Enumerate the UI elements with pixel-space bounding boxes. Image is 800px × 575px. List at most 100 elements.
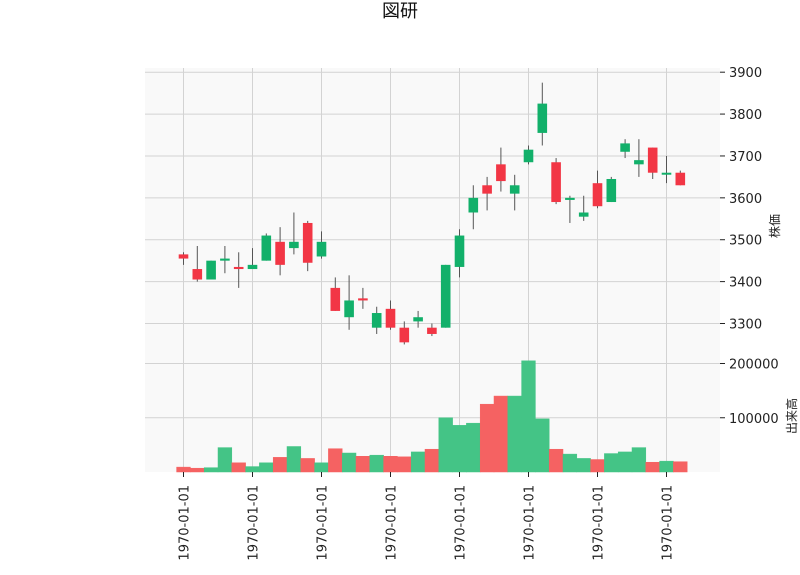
volume-bar xyxy=(438,417,453,473)
volume-bar xyxy=(190,467,205,473)
volume-bar xyxy=(590,459,605,473)
volume-bar xyxy=(217,447,233,473)
volume-bar xyxy=(576,458,591,473)
candle-body xyxy=(178,254,189,259)
volume-bar xyxy=(535,418,550,473)
volume-bar xyxy=(659,460,674,473)
candle-body xyxy=(661,172,672,175)
x-tick-label: 1970-01-01 xyxy=(247,485,262,561)
candle xyxy=(468,185,479,230)
volume-bar xyxy=(452,425,467,473)
price-grid xyxy=(145,68,720,357)
candle xyxy=(220,246,230,274)
volume-bar xyxy=(493,395,509,473)
volume-bar xyxy=(479,403,495,473)
candle xyxy=(261,233,272,261)
candle-body xyxy=(275,241,285,265)
candle-body xyxy=(261,235,272,261)
candle xyxy=(316,231,327,259)
candle xyxy=(496,147,506,192)
candle xyxy=(578,195,589,221)
candle-body xyxy=(496,164,506,182)
candle-body xyxy=(647,147,658,173)
candle-body xyxy=(440,264,451,328)
candle xyxy=(565,195,575,223)
candle xyxy=(661,155,672,184)
candle-body xyxy=(523,149,534,163)
candle-body xyxy=(220,258,230,261)
price-panel: 3300 3400 3500 3600 3700 3800 3900 株価 xyxy=(145,66,782,357)
candle-body xyxy=(592,183,603,207)
candle xyxy=(537,82,548,146)
candle xyxy=(606,176,617,203)
volume-bar xyxy=(507,395,522,473)
candle-body xyxy=(344,300,354,318)
price-axis-ticks: 3300 3400 3500 3600 3700 3800 3900 xyxy=(720,66,762,332)
candle xyxy=(192,246,203,282)
candle-body xyxy=(316,241,327,257)
candle xyxy=(440,264,451,328)
candle-body xyxy=(427,327,437,334)
candle-body xyxy=(551,162,561,203)
volume-bar xyxy=(272,457,288,473)
candle-body xyxy=(482,185,492,194)
candle xyxy=(509,174,520,211)
volume-tick-label: 100000 xyxy=(729,412,779,427)
volume-bars xyxy=(176,360,688,473)
candle-body xyxy=(413,317,423,322)
x-tick-label: 1970-01-01 xyxy=(454,485,469,561)
candle-body xyxy=(289,241,299,249)
candle xyxy=(233,252,244,288)
price-tick-label: 3900 xyxy=(729,66,762,81)
candle-body xyxy=(192,269,203,280)
candle-body xyxy=(454,235,465,267)
volume-panel: 100000 200000 出来高 xyxy=(145,357,799,473)
volume-bar xyxy=(355,456,371,473)
candles xyxy=(178,82,686,345)
candle-body xyxy=(371,313,382,328)
candle xyxy=(592,170,603,209)
volume-bar xyxy=(369,454,384,473)
x-axis-ticks: 1970-01-01 1970-01-01 1970-01-01 1970-01-01… xyxy=(178,472,676,561)
candle xyxy=(454,229,465,278)
candle xyxy=(275,227,285,276)
volume-bar xyxy=(300,458,315,473)
candle xyxy=(647,147,658,179)
candle-body xyxy=(206,260,216,280)
volume-bar xyxy=(314,462,329,473)
candle-body xyxy=(675,172,686,186)
volume-bar xyxy=(341,452,357,473)
price-tick-label: 3300 xyxy=(729,317,762,332)
candle xyxy=(302,220,313,272)
volume-bar xyxy=(617,451,633,473)
volume-bar xyxy=(562,453,578,473)
candle-body xyxy=(399,327,410,343)
volume-grid xyxy=(145,357,720,472)
volume-bar xyxy=(397,456,412,473)
volume-bar xyxy=(521,360,536,473)
candle xyxy=(289,212,299,255)
volume-axis-ticks: 100000 200000 xyxy=(720,358,779,427)
candle-body xyxy=(634,160,644,165)
candle xyxy=(675,170,686,186)
volume-bar xyxy=(203,467,219,473)
candle xyxy=(385,300,396,330)
x-tick-label: 1970-01-01 xyxy=(523,485,538,561)
candle-body xyxy=(565,197,575,200)
candle xyxy=(358,287,368,309)
candle xyxy=(247,248,258,270)
x-tick-label: 1970-01-01 xyxy=(661,485,676,561)
price-tick-label: 3500 xyxy=(729,234,762,249)
volume-tick-label: 200000 xyxy=(729,358,779,373)
candle-body xyxy=(468,197,479,213)
volume-bar xyxy=(548,448,564,473)
candle-body xyxy=(509,185,520,194)
volume-axis-label: 出来高 xyxy=(784,398,799,434)
candle xyxy=(620,139,630,159)
volume-bar xyxy=(645,461,660,473)
candle xyxy=(551,158,561,205)
volume-bar xyxy=(328,448,343,473)
volume-bar xyxy=(673,461,688,473)
